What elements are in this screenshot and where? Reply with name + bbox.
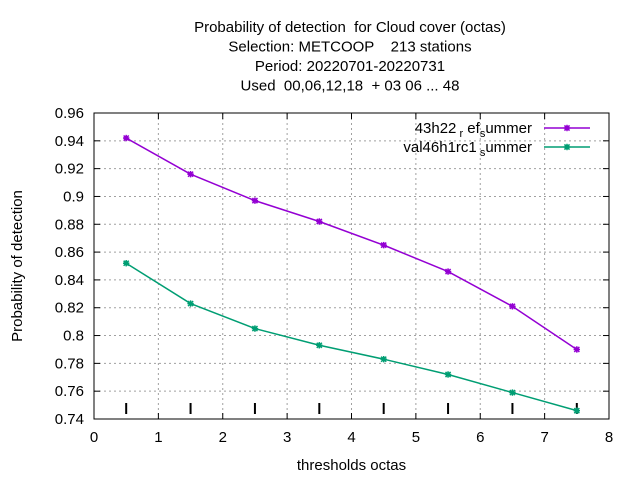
title-line-2: Selection: METCOOP 213 stations: [228, 39, 471, 56]
y-tick-label: 0.88: [55, 216, 84, 233]
marker-dot: [564, 125, 570, 131]
series-line: [125, 262, 578, 412]
marker-dot: [317, 343, 322, 348]
data-point: [444, 371, 452, 378]
data-point: [251, 197, 259, 204]
series-lines: [122, 134, 581, 414]
data-point: [380, 355, 387, 363]
grid: [94, 113, 609, 419]
marker-dot: [252, 198, 258, 203]
data-point: [316, 218, 323, 225]
x-tick-label: 2: [219, 429, 227, 446]
x-axis-ticks: 0 1 2 3 4 5 6 7 8: [90, 113, 613, 446]
marker-dot: [317, 219, 322, 224]
legend-label: val46h1rc1 summer: [403, 139, 532, 159]
y-tick-label: 0.82: [55, 300, 84, 317]
legend-swatch-marker: [563, 124, 571, 132]
legend-label-part: ummer: [485, 120, 532, 137]
data-point: [251, 325, 259, 332]
y-tick-label: 0.78: [55, 355, 84, 372]
y-axis-label: Probability of detection: [9, 190, 26, 342]
title-line-4: Used 00,06,12,18 + 03 06 ... 48: [241, 78, 460, 95]
x-tick-label: 3: [283, 429, 291, 446]
series-1: [122, 260, 581, 414]
marker-dot: [381, 356, 386, 362]
y-tick-label: 0.92: [55, 161, 84, 178]
threshold-marks: [125, 403, 578, 414]
marker-dot: [574, 408, 580, 413]
marker-dot: [381, 242, 386, 248]
y-tick-label: 0.8: [63, 328, 84, 345]
marker-dot: [510, 304, 515, 309]
x-tick-label: 1: [154, 429, 162, 446]
data-point: [444, 268, 452, 275]
y-tick-label: 0.76: [55, 383, 84, 400]
y-tick-label: 0.96: [55, 105, 84, 122]
legend-swatch-marker: [563, 143, 571, 151]
marker-dot: [510, 390, 515, 395]
x-tick-label: 0: [90, 429, 98, 446]
y-tick-label: 0.86: [55, 244, 84, 261]
x-tick-label: 8: [605, 429, 613, 446]
x-tick-label: 5: [412, 429, 420, 446]
chart-title: Probability of detection for Cloud cover…: [194, 19, 506, 95]
data-point: [573, 346, 581, 353]
y-tick-label: 0.94: [55, 133, 84, 150]
legend-label-part: s: [480, 128, 486, 140]
data-point: [509, 303, 516, 310]
marker-dot: [123, 135, 129, 141]
legend-label-part: val46h1rc1: [403, 139, 476, 156]
y-tick-label: 0.74: [55, 411, 84, 428]
x-axis-label: thresholds octas: [297, 457, 406, 474]
marker-dot: [252, 326, 258, 331]
legend-label-part: 43h22: [415, 120, 457, 137]
series-0: [122, 134, 581, 353]
data-point: [122, 134, 130, 142]
legend-item-1: val46h1rc1 summer: [403, 139, 590, 159]
y-axis-ticks: 0.74 0.76 0.78 0.8 0.82 0.84 0.86 0.88 0.9 0.92 0.…: [55, 105, 609, 428]
title-line-3: Period: 20220701-20220731: [255, 58, 445, 75]
data-point: [187, 171, 194, 178]
title-line-1: Probability of detection for Cloud cover…: [194, 19, 506, 36]
marker-dot: [564, 144, 570, 150]
data-point: [573, 407, 581, 414]
legend-label-part: ummer: [485, 139, 532, 156]
marker-dot: [445, 372, 451, 377]
data-point: [122, 260, 130, 267]
legend-label-part: ef: [463, 120, 481, 137]
x-tick-label: 6: [476, 429, 484, 446]
y-tick-label: 0.84: [55, 272, 84, 289]
legend-label-part: s: [477, 147, 486, 159]
series-line: [125, 137, 578, 351]
marker-dot: [574, 347, 580, 352]
data-point: [509, 389, 516, 396]
x-tick-label: 4: [347, 429, 355, 446]
y-tick-label: 0.9: [63, 188, 84, 205]
marker-dot: [445, 269, 451, 274]
legend-item-0: 43h22 r efsummer: [415, 120, 590, 140]
marker-dot: [188, 301, 193, 306]
data-point: [187, 300, 194, 307]
data-point: [316, 342, 323, 349]
marker-dot: [123, 261, 129, 266]
marker-dot: [188, 172, 193, 177]
legend-label-part: r: [456, 128, 463, 140]
data-point: [380, 241, 387, 249]
x-tick-label: 7: [540, 429, 548, 446]
legend-label: 43h22 r efsummer: [415, 120, 532, 140]
